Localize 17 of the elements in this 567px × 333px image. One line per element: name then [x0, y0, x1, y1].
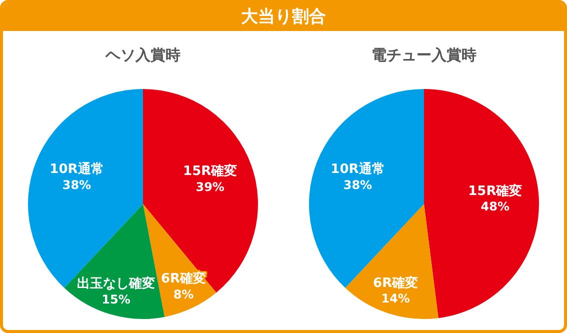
slice-label: 6R確変 [372, 274, 418, 291]
slice-label: 6R確変 [161, 270, 206, 287]
slice-label: 10R通常 [330, 161, 385, 178]
slice-label: 出玉なし確変 [77, 276, 156, 292]
data-label: 8% [174, 287, 194, 302]
data-label: 38% [62, 178, 92, 192]
chart-title: 電チュー入賞時 [371, 46, 476, 64]
data-label: 15% [102, 292, 131, 306]
slice-label: 15R確変 [183, 163, 238, 180]
slice-label: 10R通常 [50, 161, 104, 178]
data-label: 14% [380, 292, 410, 306]
data-label: 39% [196, 180, 225, 194]
data-label: 48% [480, 200, 510, 214]
text: 大当り割合 [3, 3, 564, 31]
data-label: 38% [343, 178, 372, 192]
chart-title: ヘソ入賞時 [104, 46, 181, 64]
slice-label: 15R確変 [468, 182, 522, 199]
